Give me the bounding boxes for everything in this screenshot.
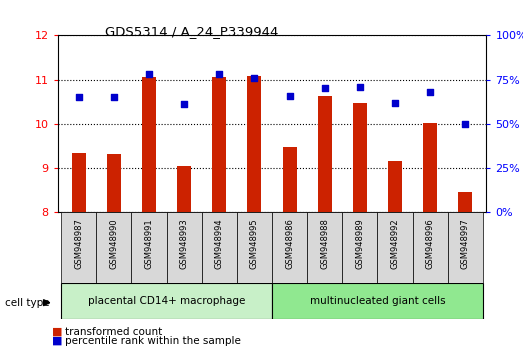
Text: GSM948997: GSM948997 [461,218,470,269]
Bar [458,192,472,212]
Text: GSM948990: GSM948990 [109,218,118,269]
Bar [61,283,272,319]
Point [110,95,118,100]
Bar [317,97,332,212]
Text: GSM948995: GSM948995 [250,218,259,269]
Bar [96,212,131,283]
Bar [72,153,86,212]
Bar [353,103,367,212]
Bar [378,212,413,283]
Bar [272,283,483,319]
Text: GSM948989: GSM948989 [355,218,365,269]
Bar [413,212,448,283]
Text: GSM948996: GSM948996 [426,218,435,269]
Text: GDS5314 / A_24_P339944: GDS5314 / A_24_P339944 [105,25,278,38]
Bar [107,154,121,212]
Text: GSM948992: GSM948992 [391,218,400,269]
Text: GSM948987: GSM948987 [74,218,83,269]
Bar [272,212,307,283]
Point [180,102,188,107]
Bar [212,78,226,212]
Bar [202,212,237,283]
Point [250,75,258,81]
Bar [448,212,483,283]
Text: GSM948993: GSM948993 [179,218,189,269]
Point [321,86,329,91]
Text: cell type: cell type [5,298,50,308]
Bar [142,78,156,212]
Point [215,72,223,77]
Point [286,93,294,98]
Bar [282,147,297,212]
Point [426,89,434,95]
Text: ■: ■ [52,327,63,337]
Bar [307,212,342,283]
Text: GSM948988: GSM948988 [320,218,329,269]
Bar [177,166,191,212]
Bar [423,123,437,212]
Bar [237,212,272,283]
Bar [342,212,378,283]
Text: ■: ■ [52,336,63,346]
Text: multinucleated giant cells: multinucleated giant cells [310,296,445,306]
Bar [131,212,166,283]
Point [145,72,153,77]
Text: percentile rank within the sample: percentile rank within the sample [65,336,241,346]
Text: GSM948986: GSM948986 [285,218,294,269]
Bar [388,161,402,212]
Bar [166,212,202,283]
Point [74,95,83,100]
Text: GSM948991: GSM948991 [144,218,153,269]
Bar [247,76,262,212]
Text: GSM948994: GSM948994 [215,218,224,269]
Point [391,100,399,105]
Point [461,121,470,127]
Point [356,84,364,90]
Bar [61,212,96,283]
Text: placental CD14+ macrophage: placental CD14+ macrophage [88,296,245,306]
Text: transformed count: transformed count [65,327,163,337]
